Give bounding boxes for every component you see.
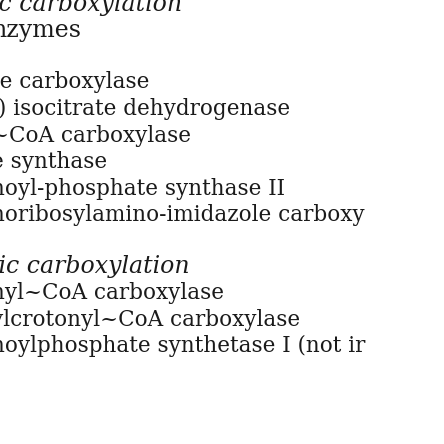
Text: ylcrotonyl~CoA carboxylase: ylcrotonyl~CoA carboxylase [0, 309, 300, 331]
Text: ’) isocitrate dehydrogenase: ’) isocitrate dehydrogenase [0, 98, 290, 120]
Text: ~CoA carboxylase: ~CoA carboxylase [0, 124, 191, 147]
Text: e synthase: e synthase [0, 151, 107, 173]
Text: lic carboxylation: lic carboxylation [0, 254, 190, 278]
Text: nzymes: nzymes [0, 19, 81, 42]
Text: te carboxylase: te carboxylase [0, 71, 150, 93]
Text: ic carboxylation: ic carboxylation [0, 0, 182, 16]
Text: noribosylamino-imidazole carboxy: noribosylamino-imidazole carboxy [0, 204, 365, 226]
Text: noylphosphate synthetase I (not ir: noylphosphate synthetase I (not ir [0, 335, 365, 357]
Text: nyl~CoA carboxylase: nyl~CoA carboxylase [0, 282, 224, 304]
Text: noyl-phosphate synthase II: noyl-phosphate synthase II [0, 178, 285, 200]
